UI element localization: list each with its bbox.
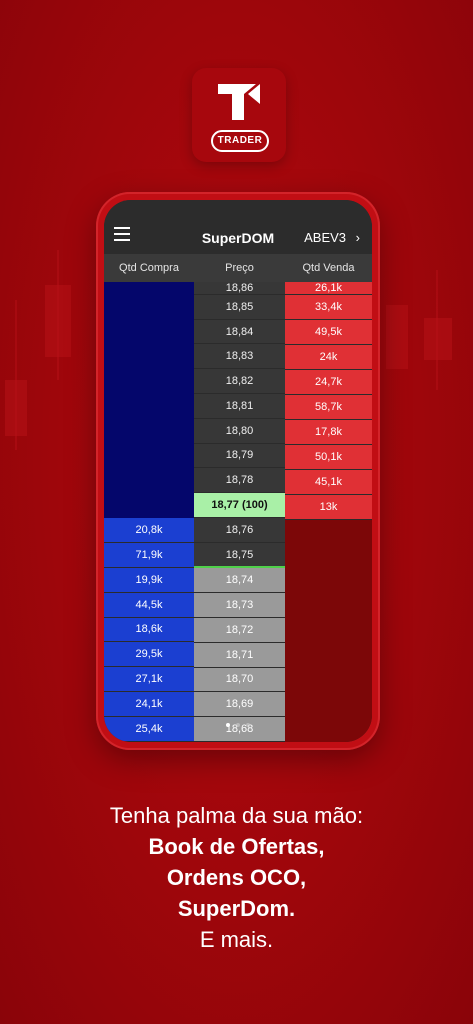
bg-candle-wick <box>15 300 17 450</box>
price-cell[interactable]: 18,80 <box>194 418 285 443</box>
app-logo: TRADER <box>192 68 286 162</box>
buy-qty-cell[interactable]: 24,1k <box>104 692 194 717</box>
bg-candle <box>424 318 452 360</box>
price-cell[interactable]: 18,69 <box>194 692 285 717</box>
sell-qty-cell[interactable]: 33,4k <box>285 295 372 319</box>
price-cell[interactable]: 18,70 <box>194 667 285 692</box>
price-cell[interactable]: 18,86 <box>194 282 285 294</box>
sell-qty-cell[interactable]: 13k <box>285 495 372 519</box>
price-cell[interactable]: 18,82 <box>194 369 285 394</box>
screen-title: SuperDOM <box>201 230 275 246</box>
caption-line-1: Tenha palma da sua mão: <box>109 803 364 828</box>
last-trade-divider <box>194 566 285 569</box>
price-cell[interactable]: 18,75 <box>194 542 285 567</box>
buy-qty-cell[interactable]: 18,6k <box>104 617 194 642</box>
price-column: 18,86 18,85 18,84 18,83 18,82 18,81 18,8… <box>194 282 285 742</box>
page-dot[interactable] <box>246 723 250 727</box>
header-sell-qty: Qtd Venda <box>302 262 355 274</box>
price-cell[interactable]: 18,74 <box>194 568 285 593</box>
buy-qty-cell[interactable]: 25,4k <box>104 717 194 741</box>
buy-qty-cell[interactable]: 44,5k <box>104 592 194 617</box>
bg-candle <box>5 380 27 436</box>
price-cell[interactable]: 18,71 <box>194 642 285 667</box>
buy-qty-cell[interactable]: 20,8k <box>104 517 194 542</box>
caption-line-4: SuperDom. <box>177 896 296 921</box>
price-cell[interactable]: 18,76 <box>194 517 285 542</box>
price-cell[interactable]: 18,79 <box>194 443 285 468</box>
sell-qty-cell[interactable]: 45,1k <box>285 470 372 494</box>
sell-qty-cell[interactable]: 49,5k <box>285 320 372 344</box>
buy-column: 20,8k 71,9k 19,9k 44,5k 18,6k 29,5k 27,1… <box>104 282 194 742</box>
column-headers: Qtd Compra Preço Qtd Venda <box>104 254 372 282</box>
trader-logo-icon <box>218 84 260 120</box>
sell-qty-cell[interactable]: 26,1k <box>285 282 372 294</box>
nav-bar: SuperDOM ABEV3 › <box>104 200 372 254</box>
page-indicator <box>104 714 372 732</box>
page-dot-active[interactable] <box>226 723 230 727</box>
caption-line-3: Ordens OCO, <box>166 865 307 890</box>
price-cell[interactable]: 18,83 <box>194 344 285 369</box>
header-buy-qty: Qtd Compra <box>119 262 179 274</box>
sell-column: 26,1k 33,4k 49,5k 24k 24,7k 58,7k 17,8k … <box>285 282 372 742</box>
ticker-selector[interactable]: ABEV3 › <box>304 230 360 245</box>
bg-candle <box>45 285 71 357</box>
page-dot[interactable] <box>236 723 240 727</box>
buy-qty-cell[interactable]: 71,9k <box>104 542 194 567</box>
buy-qty-cell[interactable]: 19,9k <box>104 567 194 592</box>
sell-qty-cell[interactable]: 58,7k <box>285 395 372 419</box>
hamburger-menu-icon[interactable] <box>114 227 130 245</box>
current-price-cell[interactable]: 18,77 (100) <box>194 493 285 517</box>
chevron-right-icon: › <box>355 230 360 245</box>
phone-mockup: SuperDOM ABEV3 › Qtd Compra Preço Qtd Ve… <box>96 192 380 750</box>
price-cell[interactable]: 18,85 <box>194 294 285 319</box>
price-cell[interactable]: 18,78 <box>194 468 285 493</box>
sell-empty-area <box>285 520 372 742</box>
price-cell[interactable]: 18,72 <box>194 618 285 642</box>
sell-qty-cell[interactable]: 24,7k <box>285 370 372 394</box>
buy-empty-area <box>104 282 194 518</box>
caption-line-5: E mais. <box>199 927 274 952</box>
buy-qty-cell[interactable]: 29,5k <box>104 642 194 667</box>
phone-screen: SuperDOM ABEV3 › Qtd Compra Preço Qtd Ve… <box>104 200 372 742</box>
sell-qty-cell[interactable]: 17,8k <box>285 420 372 444</box>
caption-line-2: Book de Ofertas, <box>148 834 325 859</box>
sell-qty-cell[interactable]: 50,1k <box>285 445 372 469</box>
price-cell[interactable]: 18,84 <box>194 319 285 344</box>
bg-candle <box>386 305 408 369</box>
buy-qty-cell[interactable]: 27,1k <box>104 667 194 692</box>
order-book: 20,8k 71,9k 19,9k 44,5k 18,6k 29,5k 27,1… <box>104 282 372 742</box>
price-cell[interactable]: 18,81 <box>194 394 285 418</box>
header-price: Preço <box>225 262 254 274</box>
promo-caption: Tenha palma da sua mão: Book de Ofertas,… <box>0 800 473 955</box>
price-cell[interactable]: 18,73 <box>194 593 285 618</box>
trader-badge: TRADER <box>211 130 269 152</box>
sell-qty-cell[interactable]: 24k <box>285 345 372 369</box>
ticker-label: ABEV3 <box>304 230 347 245</box>
